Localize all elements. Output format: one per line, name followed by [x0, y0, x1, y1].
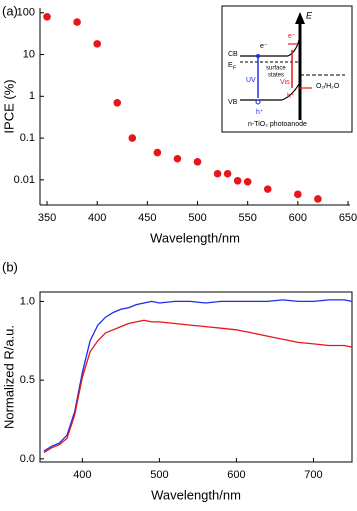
point — [233, 176, 242, 185]
inset-label: UV — [246, 77, 256, 84]
x-tick-label: 600 — [227, 469, 245, 481]
inset-label: h⁺ — [287, 93, 295, 100]
inset-label: F — [233, 65, 236, 71]
line-series — [43, 299, 353, 452]
x-tick-label: 650 — [339, 212, 357, 224]
point — [314, 195, 322, 203]
hole — [255, 99, 261, 105]
axis-arrow — [295, 12, 305, 24]
y-tick-label: 0.01 — [14, 174, 35, 186]
inset: E CB E F e⁻ e⁻ UV Vis h⁺ h⁺ surface stat… — [221, 5, 353, 133]
point — [43, 13, 51, 21]
y-tick-label: 0.1 — [20, 132, 35, 144]
x-tick-label: 550 — [238, 212, 256, 224]
plot-frame — [39, 291, 353, 463]
inset-label: CB — [228, 51, 238, 58]
x-tick-label: 500 — [188, 212, 206, 224]
inset-label: O₂/H₂O — [316, 83, 340, 90]
y-tick-label: 1 — [29, 90, 35, 102]
x-tick-label: 500 — [150, 469, 168, 481]
x-tick-label: 350 — [38, 212, 56, 224]
inset-label: h⁺ — [256, 109, 264, 116]
inset-box — [221, 5, 353, 133]
y-axis-title: Normalized R/a.u. — [1, 325, 16, 429]
y-tick-label: 1.0 — [20, 295, 35, 307]
panel-label: (b) — [2, 259, 18, 274]
point — [243, 177, 252, 186]
point — [193, 158, 202, 166]
inset-label: E — [228, 62, 233, 69]
x-axis-title: Wavelength/nm — [151, 487, 241, 502]
point — [113, 98, 122, 107]
y-tick-label: 0.0 — [20, 453, 35, 465]
inset-label: states — [268, 73, 284, 79]
inset-label: e⁻ — [260, 43, 268, 50]
line-series — [43, 319, 353, 454]
point — [294, 190, 302, 199]
y-axis-title: IPCE (%) — [1, 79, 16, 133]
inset-label: VB — [228, 99, 238, 106]
inset-label: n-TiO₂ photoanode — [248, 121, 307, 128]
inset-label: e⁻ — [288, 33, 296, 40]
x-tick-label: 400 — [73, 469, 91, 481]
inset-label: E — [306, 10, 313, 20]
inset-label: surface — [266, 66, 286, 72]
y-tick-label: 10 — [23, 48, 35, 60]
x-tick-label: 600 — [289, 212, 307, 224]
point — [213, 169, 222, 178]
y-tick-label: 0.5 — [20, 374, 35, 386]
panel-label: (a) — [2, 3, 18, 18]
inset-label: Vis — [280, 79, 290, 86]
point — [93, 40, 101, 48]
point — [73, 18, 81, 26]
y-tick-label: 100 — [17, 7, 35, 19]
x-axis-title: Wavelength/nm — [150, 230, 240, 245]
point — [173, 154, 182, 163]
chart: (b) Wavelength/nm Normalized R/a.u. 400 500 6… — [1, 259, 353, 502]
chart: (a) Wavelength/nm IPCE (%) 350 400 450 500 550 6… — [1, 3, 357, 245]
band-bending — [281, 39, 300, 101]
point — [128, 134, 137, 142]
point — [263, 185, 272, 193]
x-tick-label: 400 — [88, 212, 106, 224]
point — [153, 148, 162, 157]
x-tick-label: 700 — [304, 469, 322, 481]
x-tick-label: 450 — [138, 212, 156, 224]
electron — [256, 54, 260, 58]
point — [223, 169, 232, 178]
